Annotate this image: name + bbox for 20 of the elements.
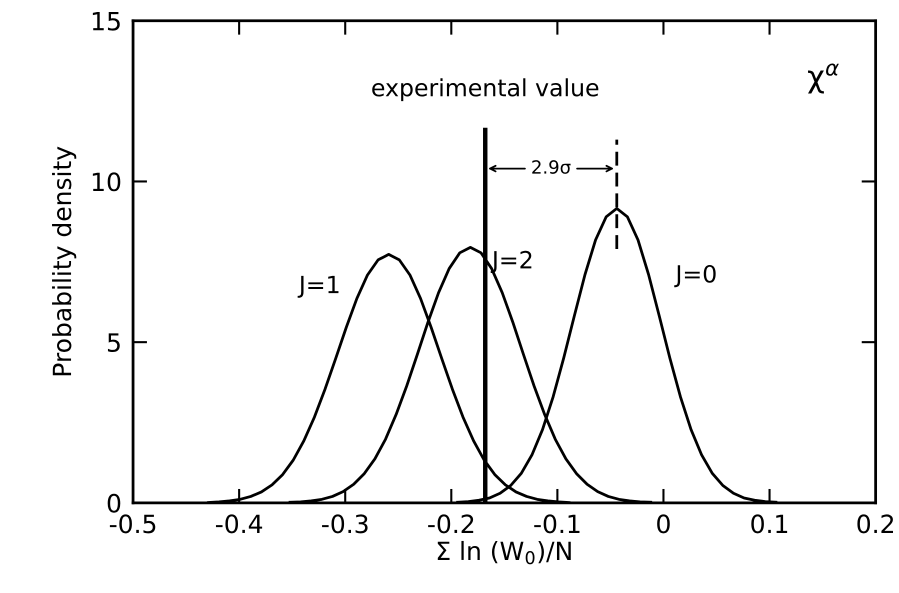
x-tick-label: -0.2 xyxy=(428,514,474,534)
series-label: J=2 xyxy=(490,250,532,274)
y-axis-title: Probability density xyxy=(52,146,76,376)
x-tick-label: -0.4 xyxy=(216,514,262,534)
y-tick-label: 10 xyxy=(92,172,120,192)
x-tick-label: -0.1 xyxy=(534,514,580,534)
x-tick-label: 0.1 xyxy=(751,514,788,534)
series-label: experimental value xyxy=(372,78,598,102)
y-tick-label: 15 xyxy=(92,12,120,31)
annotation: 2.9σ xyxy=(532,160,571,174)
x-tick-label: -0.3 xyxy=(322,514,368,534)
y-tick-label: 5 xyxy=(108,333,120,352)
series-label: J=1 xyxy=(298,276,338,298)
x-tick-label: 0 xyxy=(657,514,670,534)
x-tick-label: -0.5 xyxy=(110,514,156,534)
x-tick-label: 0.2 xyxy=(857,514,893,534)
annotation: χ$^{α}$ xyxy=(808,64,839,94)
x-axis-title: Σ ln (W$_{0}$)/N xyxy=(438,540,571,564)
y-tick-label: 0 xyxy=(108,494,120,513)
series-label: J=0 xyxy=(674,264,716,288)
